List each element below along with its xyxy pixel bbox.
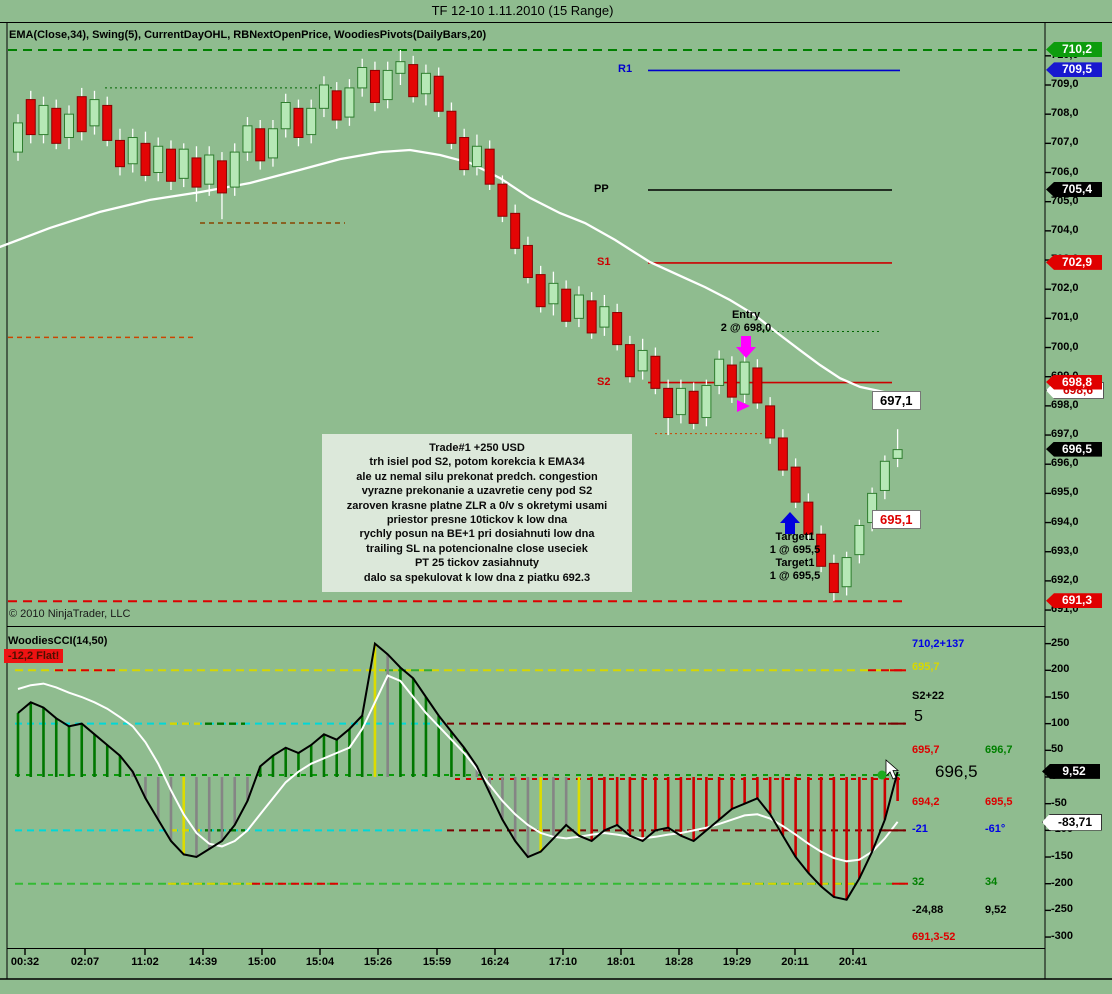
last-price-tag[interactable]: 696,5 (1046, 441, 1102, 457)
cci-readout[interactable]: 9,52 (985, 904, 1007, 916)
price-axis-tick[interactable]: 694,0 (1051, 515, 1079, 528)
target-annotation-line3: Target1 (775, 557, 815, 569)
time-axis-label[interactable]: 02:07 (70, 956, 100, 968)
price-axis-tick[interactable]: 705,0 (1051, 194, 1079, 207)
cci-readout[interactable]: -61° (985, 823, 1006, 835)
cci-axis-tick[interactable]: -150 (1051, 850, 1074, 863)
pivot-label-s1: S1 (597, 256, 611, 268)
time-axis-label[interactable]: 15:59 (422, 956, 452, 968)
cci-readout[interactable]: -21 (912, 823, 928, 835)
cci-readout[interactable]: 695,7 (912, 661, 940, 673)
cci-readout[interactable]: 695,5 (985, 796, 1013, 808)
cci-axis-tick[interactable]: 250 (1051, 636, 1070, 649)
price-axis-tick[interactable]: 704,0 (1051, 223, 1079, 236)
trade-note-line: ale uz nemal silu prekonat predch. conge… (356, 470, 598, 483)
cci-readout[interactable]: 34 (985, 876, 998, 888)
time-axis-label[interactable]: 20:11 (781, 956, 809, 968)
time-axis-label[interactable]: 11:02 (131, 956, 159, 968)
trade-note-line: rychly posun na BE+1 pri dosiahnuti low … (359, 528, 595, 541)
time-axis-label[interactable]: 17:10 (548, 956, 578, 968)
r1-tag[interactable]: 709,5 (1046, 62, 1102, 78)
cci-readout[interactable]: 696,7 (985, 744, 1013, 756)
target-annotation-line4: 1 @ 695,5 (769, 570, 821, 582)
day-low-tag[interactable]: 691,3 (1046, 593, 1102, 609)
s2-tag[interactable]: 698,8 (1046, 374, 1102, 390)
cci50-last-tag[interactable]: -83,71 (1042, 813, 1102, 831)
time-axis-label[interactable]: 00:32 (10, 956, 40, 968)
price-axis-tick[interactable]: 701,0 (1051, 311, 1079, 324)
price-indicator-label: EMA(Close,34), Swing(5), CurrentDayOHL, … (9, 29, 487, 41)
price-axis-tick[interactable]: 706,0 (1051, 165, 1079, 178)
cci14-last-tag[interactable]: 9,52 (1042, 763, 1100, 779)
target-annotation-line1: Target1 (775, 531, 815, 543)
trade-note-line: dalo sa spekulovat k low dna z piatku 69… (363, 571, 591, 584)
cci-readout[interactable]: 32 (912, 876, 925, 888)
time-axis-label[interactable]: 15:26 (363, 956, 393, 968)
price-axis-tick[interactable]: 692,0 (1051, 573, 1079, 586)
time-axis-label[interactable]: 18:01 (606, 956, 636, 968)
cci-readout[interactable]: 5 (914, 708, 923, 725)
entry-annotation-line2: 2 @ 698,0 (720, 322, 772, 334)
trade-note-line: PT 25 tickov zasiahnuty (414, 557, 540, 570)
pivot-label-r1: R1 (618, 63, 633, 75)
copyright-label: © 2010 NinjaTrader, LLC (9, 608, 131, 620)
s1-tag[interactable]: 702,9 (1046, 254, 1102, 270)
cci-axis-tick[interactable]: 150 (1051, 689, 1070, 702)
cci-axis-tick[interactable]: -200 (1051, 876, 1074, 889)
cci-readout[interactable]: 691,3-52 (912, 931, 956, 943)
cci-readout[interactable]: -24,88 (912, 904, 944, 916)
swing-low-value-box: 695,1 (872, 510, 921, 529)
price-axis-tick[interactable]: 708,0 (1051, 107, 1079, 120)
time-axis-label[interactable]: 14:39 (188, 956, 218, 968)
cci-readout[interactable]: S2+22 (912, 690, 945, 702)
trade-note-line: trailing SL na potencionalne close useci… (366, 542, 588, 555)
price-axis-tick[interactable]: 702,0 (1051, 282, 1079, 295)
cci-axis-tick[interactable]: -250 (1051, 903, 1074, 916)
cci-axis-tick[interactable]: 200 (1051, 663, 1070, 676)
entry-annotation-line1: Entry (731, 309, 761, 321)
chart-title: TF 12-10 1.11.2010 (15 Range) (431, 3, 614, 18)
price-axis-tick[interactable]: 697,0 (1051, 428, 1079, 441)
cci-axis-tick[interactable]: 100 (1051, 716, 1070, 729)
cci-axis-tick[interactable]: -300 (1051, 930, 1074, 943)
price-axis-tick[interactable]: 707,0 (1051, 136, 1079, 149)
price-axis-tick[interactable]: 693,0 (1051, 544, 1079, 557)
cci-status-badge: -12,2 Flat! (4, 649, 64, 663)
swing-high-value-box: 697,1 (872, 391, 921, 410)
time-axis-label[interactable]: 18:28 (664, 956, 694, 968)
cci-readout[interactable]: 694,2 (912, 796, 940, 808)
cci-readout[interactable]: 695,7 (912, 744, 940, 756)
time-axis-label[interactable]: 15:04 (305, 956, 335, 968)
day-high-tag[interactable]: 710,2 (1046, 41, 1102, 57)
trade-note-line: vyrazne prekonanie a uzavretie ceny pod … (361, 485, 593, 498)
cci-axis-tick[interactable]: -50 (1051, 796, 1067, 809)
pp-tag[interactable]: 705,4 (1046, 182, 1102, 197)
time-axis-label[interactable]: 20:41 (838, 956, 868, 968)
cci-indicator-label: WoodiesCCI(14,50) (8, 635, 108, 647)
trade-note-line: Trade#1 +250 USD (429, 442, 525, 454)
target-annotation-line2: 1 @ 695,5 (769, 544, 821, 556)
price-axis-tick[interactable]: 709,0 (1051, 78, 1079, 90)
price-axis-tick[interactable]: 698,0 (1051, 398, 1079, 411)
time-axis-label[interactable]: 15:00 (247, 956, 277, 968)
trade-note-line: zaroven krasne platne ZLR a 0/v s okrety… (346, 499, 608, 512)
price-axis-tick[interactable]: 695,0 (1051, 486, 1079, 499)
time-axis-label[interactable]: 16:24 (480, 956, 510, 968)
cci-axis-tick[interactable]: 50 (1051, 743, 1064, 756)
price-axis-tick[interactable]: 696,0 (1051, 457, 1079, 470)
cursor-pointer-icon (877, 759, 900, 780)
pivot-label-s2: S2 (597, 376, 611, 388)
trade-note-line: trh isiel pod S2, potom korekcia k EMA34 (369, 456, 585, 469)
time-axis-label[interactable]: 19:29 (722, 956, 752, 968)
trade-note: Trade#1 +250 USD trh isiel pod S2, potom … (322, 434, 632, 593)
cci-readout[interactable]: 710,2+137 (912, 638, 965, 650)
trade-note-line: priestor presne 10tickov k low dna (386, 514, 568, 527)
price-axis-tick[interactable]: 700,0 (1051, 340, 1079, 353)
pivot-label-pp: PP (594, 183, 609, 195)
cci-readout[interactable]: 696,5 (935, 762, 978, 781)
